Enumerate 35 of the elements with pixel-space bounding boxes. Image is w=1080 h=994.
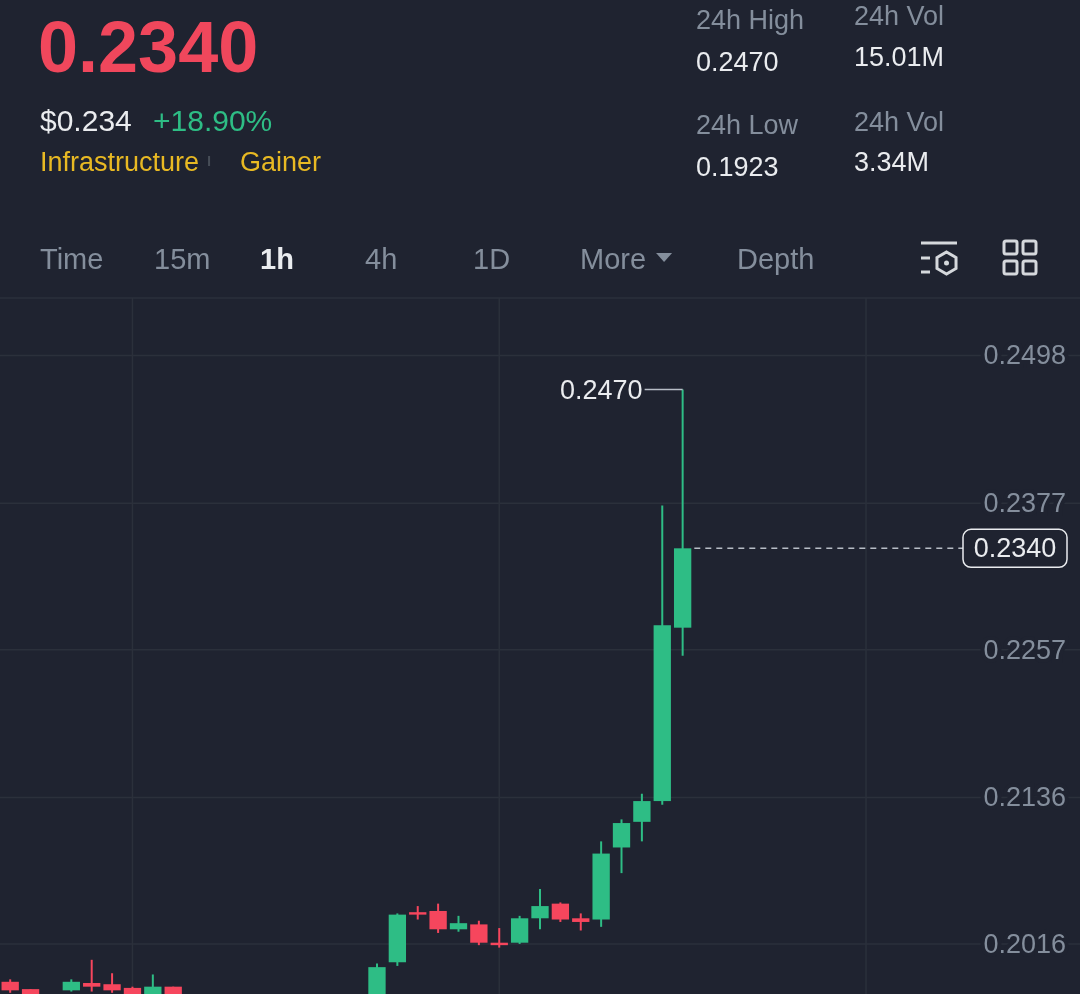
text: 15.01M (854, 42, 945, 72)
candlestick (551, 901, 570, 923)
text: More (580, 243, 647, 275)
candlestick (144, 973, 162, 994)
text: Depth (737, 243, 815, 275)
text: 24h High (696, 5, 805, 35)
text: Gainer (240, 147, 322, 177)
chart-title: 0.2340 (38, 7, 259, 87)
text: 4h (365, 243, 398, 275)
text: 0.1923 (696, 152, 779, 182)
y-tick-label: 0.2136 (983, 782, 1066, 813)
text: 1D (473, 243, 511, 275)
text: 0.2470 (696, 47, 779, 77)
text: $0.234 (40, 104, 132, 137)
candlestick (633, 792, 651, 843)
candlestick (470, 919, 488, 947)
text: 15m (154, 243, 211, 275)
text: 1h (260, 243, 294, 275)
candlestick (531, 887, 549, 931)
text: +18.90% (153, 104, 273, 137)
candlestick (83, 958, 101, 993)
text: 3.34M (854, 147, 930, 177)
y-tick-label: 0.2016 (983, 928, 1066, 959)
text: 24h Low (696, 110, 799, 140)
ref-line-label: 0.2340 (973, 533, 1057, 564)
annotation: 0.2470 (560, 374, 643, 405)
text: Infrastructure (40, 147, 200, 177)
text: Time (40, 243, 104, 275)
y-tick-label: 0.2257 (983, 634, 1066, 665)
text: 24h Vol (854, 1, 945, 31)
y-tick-label: 0.2498 (983, 340, 1066, 371)
candlestick (429, 902, 447, 934)
candlestick (103, 972, 121, 994)
text: 24h Vol (854, 107, 945, 137)
y-tick-label: 0.2377 (983, 488, 1066, 519)
